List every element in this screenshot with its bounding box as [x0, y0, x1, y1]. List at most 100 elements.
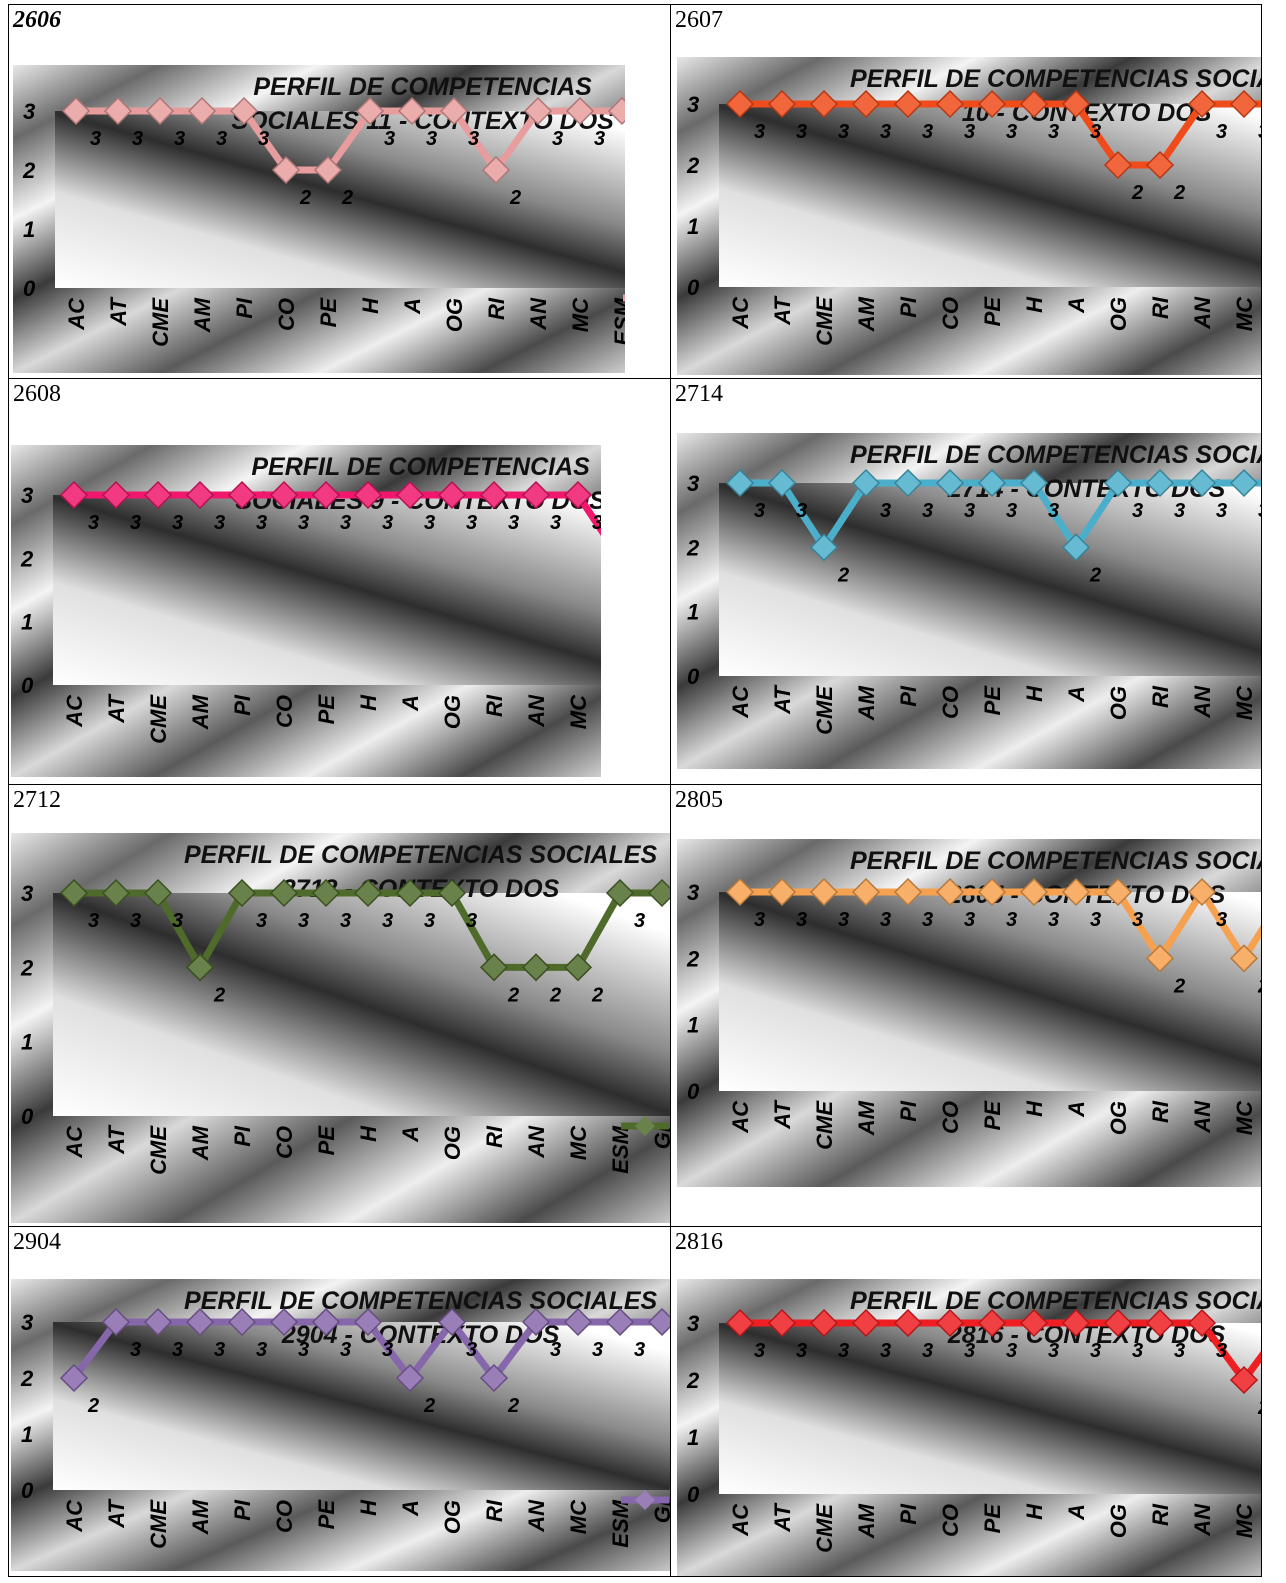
- x-tick-label: AM: [854, 685, 879, 721]
- x-tick-label: H: [1022, 1100, 1047, 1117]
- y-tick-label: 1: [21, 1030, 33, 1055]
- data-label: 3: [172, 1339, 183, 1361]
- data-label: 3: [838, 909, 849, 931]
- x-tick-label: RI: [1148, 296, 1173, 319]
- y-tick-label: 3: [21, 483, 33, 508]
- series-marker: [143, 480, 173, 510]
- data-label: 3: [468, 128, 479, 150]
- data-label: 3: [754, 121, 765, 143]
- data-label: 3: [1258, 500, 1262, 522]
- data-label: 3: [1216, 121, 1227, 143]
- series-marker: [935, 89, 965, 119]
- data-label: 3: [1090, 909, 1101, 931]
- data-label: 3: [256, 512, 267, 534]
- series-marker: [1061, 1308, 1091, 1338]
- x-tick-label: MC: [1232, 296, 1257, 331]
- x-tick-label: CO: [938, 686, 963, 719]
- x-tick-label: OG: [440, 695, 465, 729]
- series-marker: [1019, 877, 1049, 907]
- series-marker: [1103, 468, 1133, 498]
- data-label: 2: [1131, 182, 1143, 204]
- series-marker: [1145, 468, 1175, 498]
- x-tick-label: CO: [938, 297, 963, 330]
- series-marker: [227, 878, 257, 908]
- data-label: 3: [634, 910, 645, 932]
- cell-label: 2816: [675, 1229, 723, 1255]
- series-marker: [1019, 1308, 1049, 1338]
- series-marker: [395, 480, 425, 510]
- cell-label: 2712: [13, 787, 61, 813]
- data-label: 3: [922, 500, 933, 522]
- x-tick-label: OG: [1106, 1504, 1131, 1538]
- x-tick-label: ESM: [608, 1125, 633, 1173]
- y-tick-label: 0: [21, 1478, 34, 1503]
- cell-label: 2606: [13, 7, 61, 33]
- series-marker: [851, 89, 881, 119]
- x-tick-label: AT: [770, 1099, 795, 1129]
- data-label: 3: [172, 512, 183, 534]
- chart-2714: 0123ACATCMEAMPICOPEHAOGRIANMCESMGIPERFIL…: [677, 433, 1262, 769]
- data-label: 2: [509, 187, 521, 209]
- x-tick-label: OG: [1106, 297, 1131, 331]
- series-marker: [185, 953, 215, 982]
- data-label: 3: [922, 121, 933, 143]
- data-label: 2: [213, 984, 225, 1006]
- series-marker: [767, 468, 797, 498]
- data-label: 3: [880, 1340, 891, 1362]
- data-label: 3: [382, 910, 393, 932]
- cell-label: 2607: [675, 7, 723, 33]
- x-tick-label: AC: [728, 1100, 753, 1134]
- data-label: 3: [754, 1340, 765, 1362]
- y-tick-label: 2: [20, 1366, 34, 1391]
- data-label: 2: [1257, 1397, 1262, 1419]
- x-tick-label: CO: [274, 298, 299, 331]
- y-tick-label: 3: [687, 880, 699, 905]
- data-label: 2: [423, 1395, 435, 1417]
- x-tick-label: MC: [1232, 685, 1257, 720]
- data-label: 2: [1089, 564, 1101, 586]
- data-label: 2: [299, 187, 311, 209]
- x-tick-label: CO: [938, 1101, 963, 1134]
- cell-label: 2608: [13, 381, 61, 407]
- series-marker: [851, 468, 881, 498]
- series-marker: [647, 878, 670, 908]
- y-tick-label: 0: [687, 1079, 700, 1104]
- data-label: 3: [1006, 121, 1017, 143]
- data-label: 3: [130, 1339, 141, 1361]
- series-marker: [893, 877, 923, 907]
- series-marker: [1103, 150, 1133, 180]
- x-tick-label: H: [358, 297, 383, 314]
- x-tick-label: AC: [728, 1503, 753, 1537]
- cell-2607: 2607 0123ACATCMEAMPICOPEHAOGRIANMCESMGIP…: [670, 4, 1262, 378]
- data-label: 3: [1258, 121, 1262, 143]
- x-tick-label: AN: [1190, 1100, 1215, 1134]
- data-label: 3: [1090, 121, 1101, 143]
- data-label: 3: [754, 909, 765, 931]
- x-tick-label: H: [1022, 1503, 1047, 1520]
- series-marker: [187, 96, 217, 126]
- x-tick-label: A: [1064, 1504, 1089, 1521]
- x-tick-label: AN: [1190, 685, 1215, 719]
- x-tick-label: ESM: [610, 297, 625, 345]
- series-marker: [725, 89, 755, 119]
- series-marker: [565, 96, 595, 126]
- x-tick-label: AT: [104, 693, 129, 723]
- y-tick-label: 3: [21, 1310, 33, 1335]
- series-marker: [1061, 533, 1091, 562]
- series-marker: [521, 480, 551, 510]
- series-marker: [935, 877, 965, 907]
- data-label: 3: [1006, 500, 1017, 522]
- x-tick-label: PI: [896, 1100, 921, 1122]
- y-tick-label: 1: [687, 600, 699, 625]
- y-tick-label: 3: [21, 881, 33, 906]
- x-tick-label: AT: [770, 1502, 795, 1532]
- x-tick-label: PI: [232, 297, 257, 319]
- y-tick-label: 2: [686, 946, 700, 971]
- x-tick-label: CO: [272, 1126, 297, 1159]
- data-label: 3: [838, 121, 849, 143]
- series-marker: [767, 89, 797, 119]
- data-label: 3: [90, 128, 101, 150]
- chart-2904: 0 1 2 3 AC AT CME AM PI CO PE H A OG RI AN MC ESM GI PERFIL…: [11, 1279, 670, 1571]
- data-label: 3: [340, 910, 351, 932]
- x-tick-label: AC: [728, 296, 753, 330]
